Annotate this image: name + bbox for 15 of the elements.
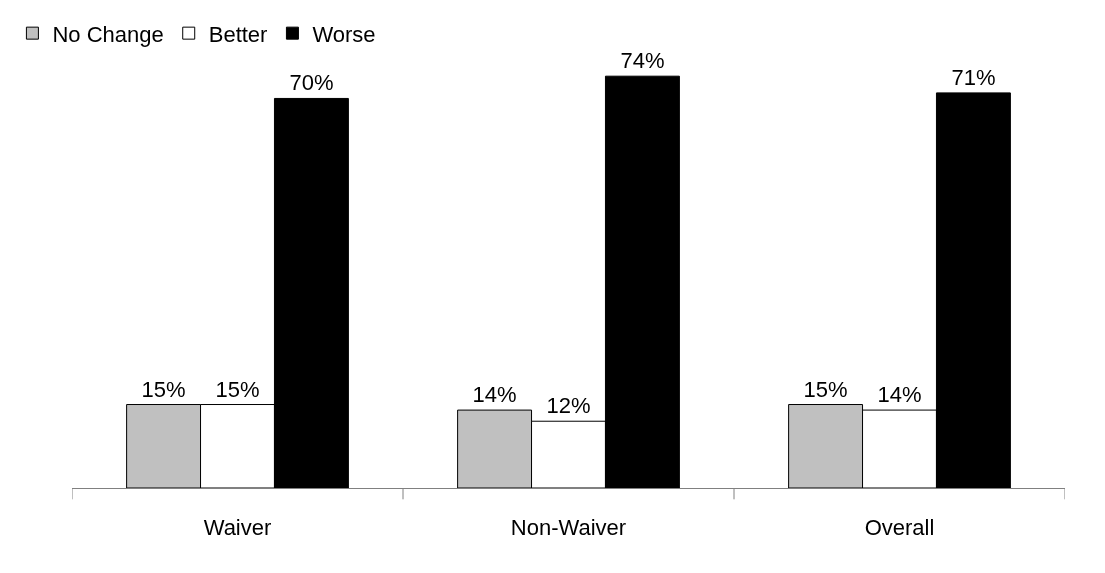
- data-label: 74%: [620, 48, 665, 74]
- legend-label: No Change: [52, 21, 164, 47]
- x-tick-label: Non-Waiver: [510, 515, 627, 541]
- legend-label: Better: [208, 21, 268, 47]
- data-label: 15%: [141, 376, 186, 402]
- data-label: 12%: [546, 393, 591, 419]
- data-label: 14%: [472, 382, 517, 408]
- data-label: 15%: [215, 376, 260, 402]
- data-label: 14%: [877, 382, 922, 408]
- data-label: 15%: [803, 376, 848, 402]
- data-label: 70%: [289, 70, 334, 96]
- legend-label: Worse: [312, 21, 376, 47]
- x-tick-label: Overall: [864, 515, 935, 541]
- data-label: 71%: [951, 64, 996, 90]
- x-tick-label: Waiver: [203, 515, 272, 541]
